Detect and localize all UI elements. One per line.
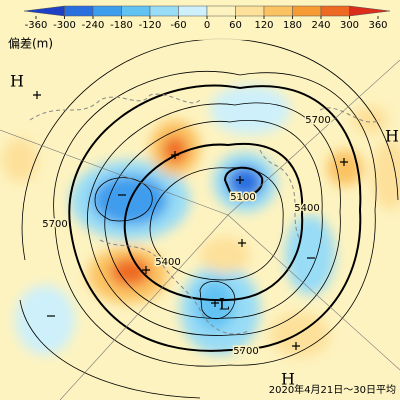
colorbar-segment — [92, 5, 122, 17]
high-label: H — [281, 370, 295, 389]
colorbar-tick-label: -360 — [25, 20, 48, 31]
date-label: 2020年4月21日～30日平均 — [269, 383, 396, 396]
contour-label: 5700 — [305, 115, 330, 126]
colorbar-segment — [121, 5, 151, 17]
colorbar-tick-label: 240 — [311, 20, 330, 31]
colorbar-tick-label: 360 — [368, 20, 387, 31]
colorbar-segment — [235, 5, 265, 17]
colorbar: -360 -300 -240 -180 -120 -60 0 60 120 180 240 300 36… — [23, 5, 391, 31]
center-markers — [33, 91, 348, 350]
colorbar-segment — [320, 5, 350, 17]
high-label: H — [385, 127, 399, 146]
contour-label: 5700 — [42, 219, 67, 230]
graticule — [0, 59, 400, 400]
colorbar-tick-label: -240 — [82, 20, 105, 31]
legend-unit: 偏差(m) — [8, 36, 53, 51]
colorbar-tick-label: -180 — [110, 20, 133, 31]
colorbar-segment — [206, 5, 236, 17]
colorbar-tick-label: 60 — [229, 20, 242, 31]
colorbar-tick-label: -300 — [53, 20, 76, 31]
contour-label: 5700 — [233, 346, 258, 357]
low-label: L — [219, 295, 230, 314]
colorbar-tick-label: 180 — [283, 20, 302, 31]
colorbar-segment — [64, 5, 94, 17]
colorbar-segment — [349, 5, 391, 17]
contour-label: 5400 — [294, 203, 319, 214]
colorbar-segment — [292, 5, 322, 17]
coastlines — [29, 93, 381, 335]
colorbar-tick-label: 0 — [204, 20, 210, 31]
colorbar-tick-label: -120 — [139, 20, 162, 31]
contour-label: 5400 — [155, 257, 180, 268]
colorbar-segment — [149, 5, 179, 17]
colorbar-segment — [263, 5, 293, 17]
colorbar-tick-label: -60 — [170, 20, 186, 31]
colorbar-tick-label: 300 — [340, 20, 359, 31]
colorbar-tick-label: 120 — [254, 20, 273, 31]
contour-label: 5100 — [230, 192, 255, 203]
colorbar-segment — [178, 5, 208, 17]
high-label: H — [10, 72, 24, 91]
